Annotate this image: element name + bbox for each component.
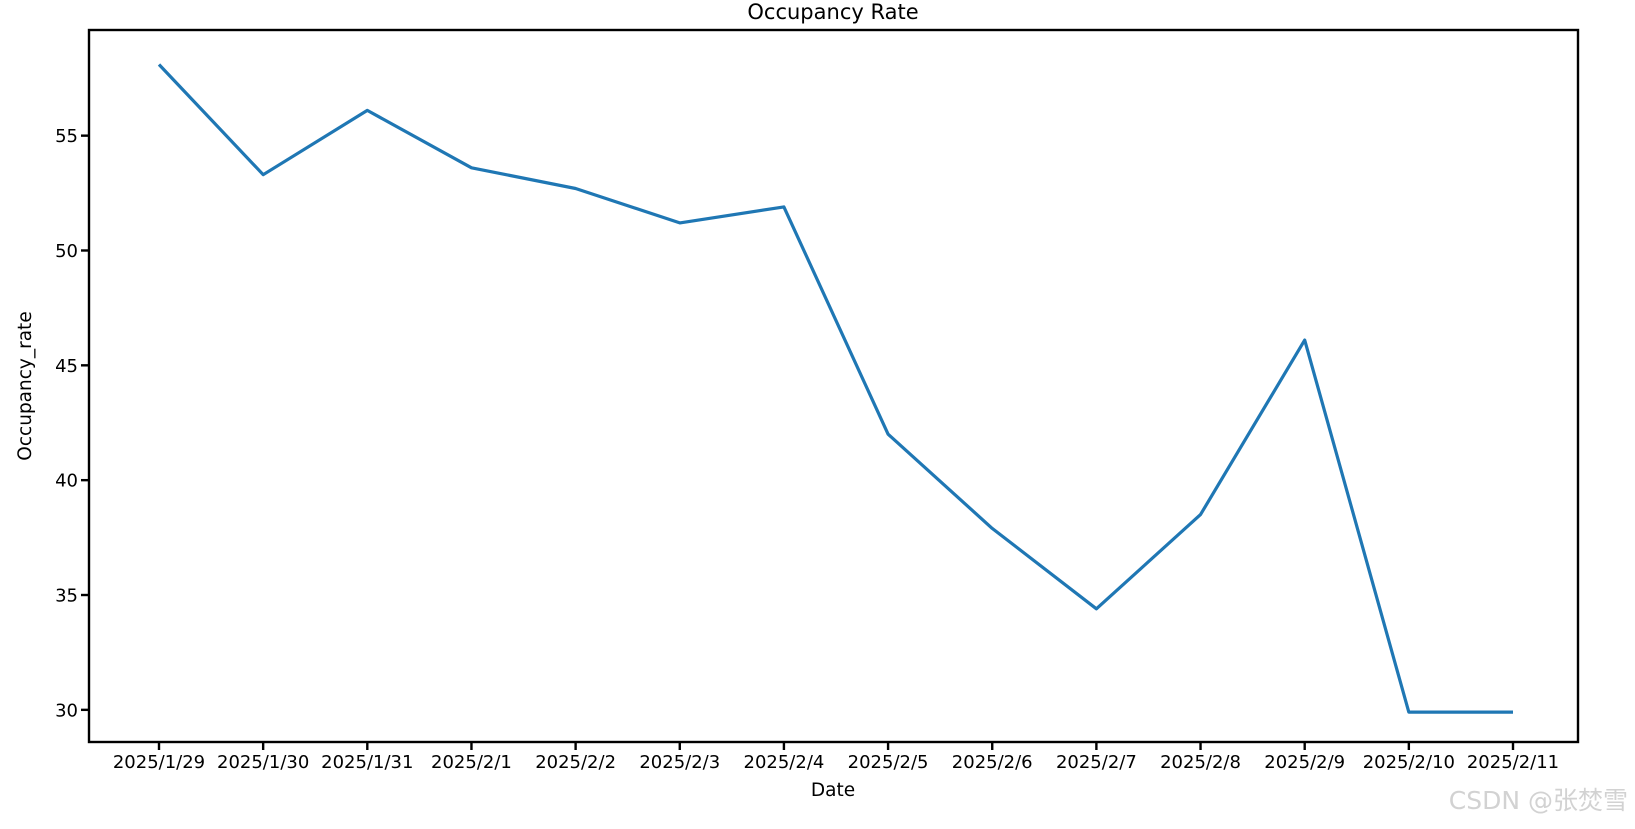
x-tick-label: 2025/2/8: [1160, 752, 1241, 773]
x-tick-label: 2025/2/11: [1467, 752, 1559, 773]
x-axis-label: Date: [811, 780, 855, 801]
x-tick-label: 2025/2/3: [639, 752, 720, 773]
y-tick-label: 45: [55, 356, 78, 377]
x-tick-label: 2025/2/7: [1056, 752, 1137, 773]
x-tick-label: 2025/2/10: [1363, 752, 1455, 773]
x-tick-label: 2025/2/2: [535, 752, 616, 773]
x-tick-label: 2025/2/4: [744, 752, 825, 773]
y-tick-label: 30: [55, 700, 78, 721]
x-tick-label: 2025/2/1: [431, 752, 512, 773]
y-tick-label: 50: [55, 241, 78, 262]
x-tick-label: 2025/1/31: [321, 752, 413, 773]
x-tick-label: 2025/2/6: [952, 752, 1033, 773]
axis-ticks: 2025/1/29 2025/1/30 2025/1/31 2025/2/1 2025/…: [55, 126, 1559, 773]
y-tick-label: 40: [55, 471, 78, 492]
watermark-text: CSDN @张焚雪: [1449, 786, 1628, 815]
data-series: [157, 63, 1513, 714]
x-tick-label: 2025/1/29: [113, 752, 205, 773]
x-tick-label: 2025/2/5: [848, 752, 929, 773]
chart-title: Occupancy Rate: [747, 0, 918, 24]
y-axis-label: Occupancy_rate: [15, 311, 36, 460]
x-tick-label: 2025/2/9: [1264, 752, 1345, 773]
plot-area-border: [87, 28, 1580, 744]
y-tick-label: 55: [55, 126, 78, 147]
y-tick-label: 35: [55, 586, 78, 607]
occupancy-rate-line: [157, 63, 1513, 714]
x-tick-label: 2025/1/30: [217, 752, 309, 773]
